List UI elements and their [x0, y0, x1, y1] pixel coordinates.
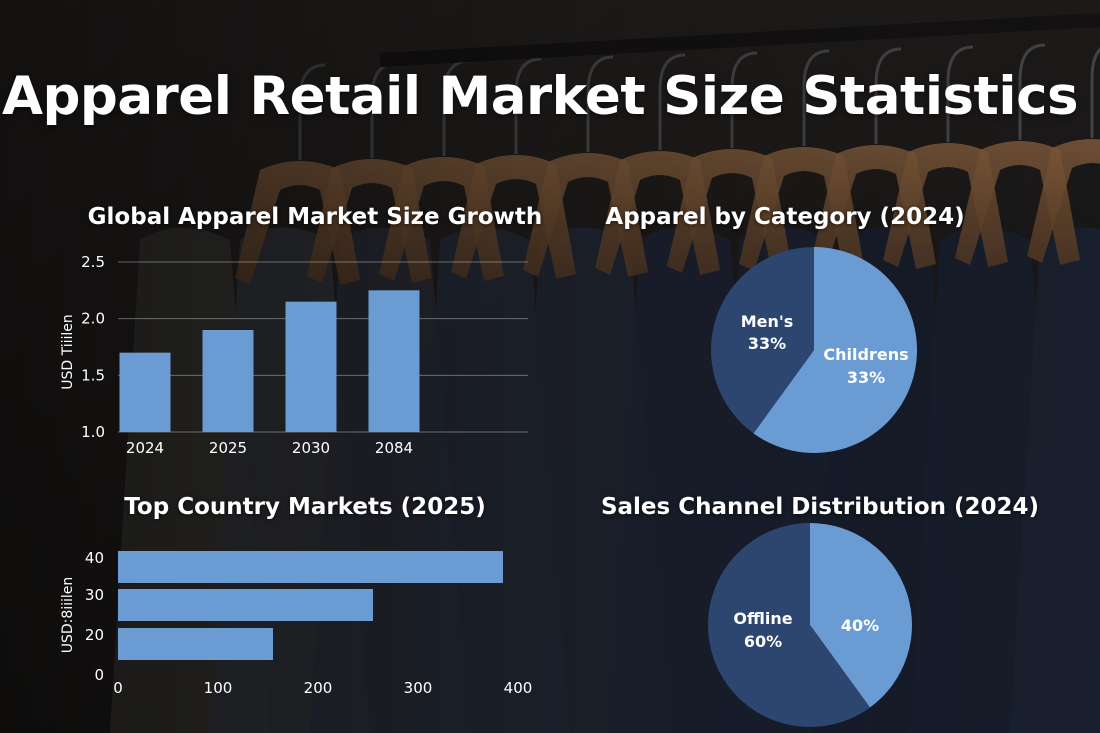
x-tick-label: 2030	[292, 439, 330, 457]
sales-channel-pie-chart: Offline 60% 40%	[708, 523, 912, 727]
pie-pct-mens: 33%	[748, 334, 786, 353]
y-axis-label: USD:8iiilen	[60, 577, 76, 654]
x-tick-label: 100	[204, 679, 233, 697]
category-pie-chart: Men's 33% Childrens 33%	[711, 247, 917, 453]
y-tick-label: 2.0	[81, 310, 105, 328]
pie-label-childrens: Childrens	[823, 345, 908, 364]
chart-title: Top Country Markets (2025)	[124, 494, 486, 520]
pie-pct-offline: 60%	[744, 632, 782, 651]
pie-slice	[708, 523, 870, 727]
y-tick-label: 0	[94, 666, 104, 684]
page-title: Apparel Retail Market Size Statistics	[1, 66, 1079, 127]
pie-pct-online: 40%	[841, 616, 879, 635]
x-tick-label: 2024	[126, 439, 164, 457]
country-markets-chart: USD:8iiilen 0 100 200 300 400 0 20 30 40	[60, 549, 533, 697]
x-tick-label: 2084	[375, 439, 413, 457]
pie-label-offline: Offline	[733, 609, 792, 628]
pie-label-mens: Men's	[741, 312, 794, 331]
bar	[118, 551, 503, 583]
chart-title: Global Apparel Market Size Growth	[87, 204, 543, 230]
x-tick-label: 0	[113, 679, 123, 697]
market-growth-chart: USD Tiiilen 2024 2025 2030 2084 1.0 1.5 2.0 2.…	[60, 253, 528, 457]
y-tick-label: 2.5	[81, 253, 105, 271]
bar	[118, 589, 373, 621]
x-tick-label: 300	[404, 679, 433, 697]
pie-slice	[711, 247, 814, 434]
y-axis-label: USD Tiiilen	[60, 314, 76, 390]
x-tick-label: 400	[504, 679, 533, 697]
bar	[118, 628, 273, 660]
x-tick-label: 200	[304, 679, 333, 697]
pie-slice	[810, 523, 912, 708]
y-tick-label: 1.5	[81, 366, 105, 384]
pie-slice	[753, 247, 917, 453]
x-tick-label: 2025	[209, 439, 247, 457]
bar	[202, 330, 254, 432]
bar	[285, 301, 337, 432]
chart-title: Sales Channel Distribution (2024)	[600, 494, 1040, 520]
y-tick-label: 40	[85, 549, 104, 567]
pie-pct-childrens: 33%	[847, 368, 885, 387]
bar	[368, 290, 420, 432]
bar	[119, 352, 171, 432]
chart-title: Apparel by Category (2024)	[605, 204, 965, 230]
y-tick-label: 20	[85, 626, 104, 644]
y-tick-label: 30	[85, 586, 104, 604]
y-tick-label: 1.0	[81, 423, 105, 441]
